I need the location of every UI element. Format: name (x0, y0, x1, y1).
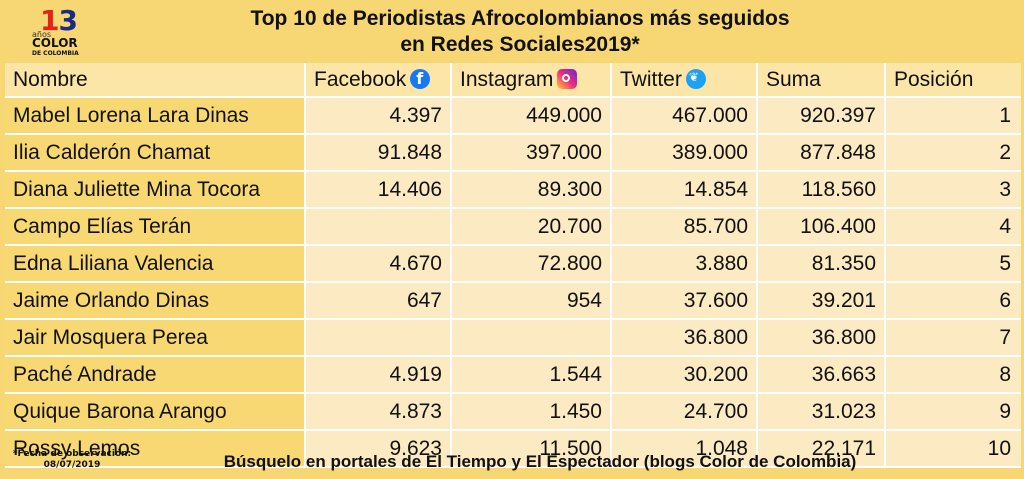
cell-instagram: 1.450 (451, 393, 612, 431)
table-row: Jaime Orlando Dinas 647 954 37.600 39.201 6 (5, 282, 1021, 320)
twitter-icon (685, 68, 706, 89)
cell-suma: 81.350 (757, 245, 886, 283)
cell-instagram: 72.800 (451, 245, 612, 283)
cell-instagram: 449.000 (451, 97, 612, 135)
cell-posicion: 8 (885, 356, 1021, 394)
cell-instagram: 20.700 (451, 208, 612, 246)
cell-facebook (305, 208, 452, 246)
cell-suma: 31.023 (757, 393, 886, 431)
header-posicion: Posición (885, 63, 1021, 98)
cell-facebook: 4.670 (305, 245, 452, 283)
logo-number: 13 (40, 4, 78, 37)
cell-facebook: 4.919 (305, 356, 452, 394)
cell-instagram (451, 319, 612, 357)
table-row: Ilia Calderón Chamat 91.848 397.000 389.000… (5, 134, 1021, 172)
cell-suma: 36.663 (757, 356, 886, 394)
cell-suma: 920.397 (757, 97, 886, 135)
cell-instagram: 954 (451, 282, 612, 320)
logo-brand: COLOR (32, 36, 78, 50)
cell-facebook: 14.406 (305, 171, 452, 209)
logo-years: años (32, 30, 52, 39)
cell-suma: 39.201 (757, 282, 886, 320)
title-line-2: en Redes Sociales2019* (400, 33, 640, 56)
cell-nombre: Ilia Calderón Chamat (5, 134, 306, 172)
cell-facebook: 9.623 (305, 430, 452, 468)
cell-twitter: 24.700 (611, 393, 758, 431)
header-twitter: Twitter (611, 63, 758, 98)
cell-nombre: Diana Juliette Mina Tocora (5, 171, 306, 209)
facebook-icon (410, 68, 431, 89)
logo-brand-sub: DE COLOMBIA (32, 50, 79, 57)
cell-twitter: 3.880 (611, 245, 758, 283)
cell-instagram: 11.500 (451, 430, 612, 468)
cell-posicion: 1 (885, 97, 1021, 135)
page-title: Top 10 de Periodistas Afrocolombianos má… (120, 6, 920, 58)
cell-suma: 22.171 (757, 430, 886, 468)
instagram-icon (557, 68, 578, 89)
cell-nombre: Edna Liliana Valencia (5, 245, 306, 283)
table-row: Campo Elías Terán 20.700 85.700 106.400 4 (5, 208, 1021, 246)
table-row: Mabel Lorena Lara Dinas 4.397 449.000 467.0… (5, 97, 1021, 135)
footer-source: Búsquelo en portales de El Tiempo y El E… (223, 452, 857, 471)
cell-suma: 36.800 (757, 319, 886, 357)
cell-posicion: 3 (885, 171, 1021, 209)
cell-facebook (305, 319, 452, 357)
cell-posicion: 4 (885, 208, 1021, 246)
cell-twitter: 36.800 (611, 319, 758, 357)
cell-twitter: 1.048 (611, 430, 758, 468)
cell-instagram: 1.544 (451, 356, 612, 394)
color-de-colombia-logo: 13 años COLOR DE COLOMBIA (30, 4, 94, 60)
table-row: Edna Liliana Valencia 4.670 72.800 3.880 81.… (5, 245, 1021, 283)
cell-nombre: Paché Andrade (5, 356, 306, 394)
header-suma: Suma (757, 63, 886, 98)
cell-posicion: 10 (885, 430, 1021, 468)
table-header-row: Nombre Facebook Instagram Twitter Suma P… (5, 63, 1021, 98)
cell-suma: 118.560 (757, 171, 886, 209)
table-row: Diana Juliette Mina Tocora 14.406 89.300 14… (5, 171, 1021, 209)
cell-twitter: 467.000 (611, 97, 758, 135)
header-instagram: Instagram (451, 63, 612, 98)
ranking-table: Nombre Facebook Instagram Twitter Suma P… (5, 63, 1021, 468)
cell-facebook: 4.873 (305, 393, 452, 431)
cell-nombre: Jair Mosquera Perea (5, 319, 306, 357)
observation-date-note: *Fecha de observación: 08/07/2019 (12, 449, 132, 470)
table-row: Jair Mosquera Perea 36.800 36.800 7 (5, 319, 1021, 357)
cell-facebook: 4.397 (305, 97, 452, 135)
cell-nombre: Quique Barona Arango (5, 393, 306, 431)
cell-twitter: 389.000 (611, 134, 758, 172)
cell-suma: 877.848 (757, 134, 886, 172)
cell-facebook: 91.848 (305, 134, 452, 172)
cell-instagram: 397.000 (451, 134, 612, 172)
cell-instagram: 89.300 (451, 171, 612, 209)
cell-posicion: 2 (885, 134, 1021, 172)
cell-nombre: Jaime Orlando Dinas (5, 282, 306, 320)
table-row: Rossy Lemos 9.623 11.500 1.048 22.171 10 (5, 430, 1021, 468)
header-facebook: Facebook (305, 63, 452, 98)
title-line-1: Top 10 de Periodistas Afrocolombianos má… (250, 7, 790, 30)
cell-posicion: 6 (885, 282, 1021, 320)
table-row: Paché Andrade 4.919 1.544 30.200 36.663 8 (5, 356, 1021, 394)
cell-posicion: 7 (885, 319, 1021, 357)
header-nombre: Nombre (5, 63, 306, 98)
cell-suma: 106.400 (757, 208, 886, 246)
cell-nombre: Rossy Lemos (5, 430, 306, 468)
cell-nombre: Mabel Lorena Lara Dinas (5, 97, 306, 135)
table-row: Quique Barona Arango 4.873 1.450 24.700 31.0… (5, 393, 1021, 431)
cell-nombre: Campo Elías Terán (5, 208, 306, 246)
cell-twitter: 14.854 (611, 171, 758, 209)
cell-posicion: 9 (885, 393, 1021, 431)
cell-twitter: 30.200 (611, 356, 758, 394)
cell-facebook: 647 (305, 282, 452, 320)
cell-posicion: 5 (885, 245, 1021, 283)
cell-twitter: 37.600 (611, 282, 758, 320)
cell-twitter: 85.700 (611, 208, 758, 246)
